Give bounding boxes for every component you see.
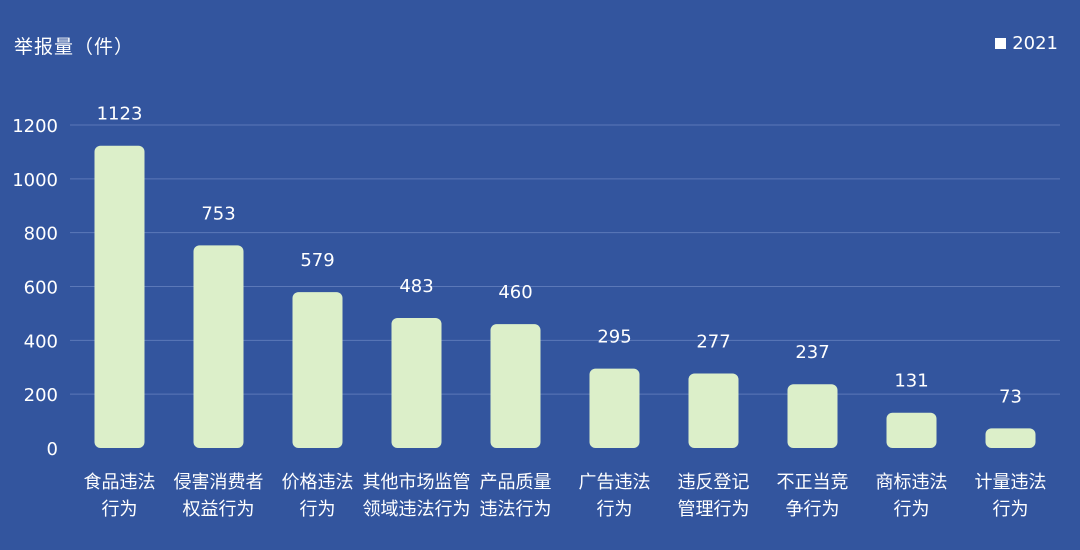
- x-tick-label: 违法行为: [480, 499, 552, 520]
- x-tick-label: 广告违法: [579, 472, 651, 493]
- x-tick-label: 侵害消费者: [174, 472, 264, 493]
- y-tick-label: 1000: [12, 170, 58, 191]
- x-tick-label: 产品质量: [480, 472, 552, 493]
- x-tick-label: 价格违法: [282, 472, 354, 493]
- data-label: 295: [597, 327, 631, 348]
- y-tick-label: 200: [24, 385, 58, 406]
- data-label: 753: [201, 203, 235, 224]
- x-tick-label: 行为: [597, 499, 633, 520]
- data-label: 579: [300, 250, 334, 271]
- bar: [787, 384, 838, 448]
- x-tick-label: 行为: [300, 499, 336, 520]
- data-label: 1123: [97, 104, 143, 125]
- data-label: 73: [999, 386, 1022, 407]
- x-tick-label: 行为: [102, 499, 138, 520]
- data-label: 131: [894, 371, 928, 392]
- x-tick-label: 违反登记: [678, 472, 750, 493]
- x-tick-label: 行为: [894, 499, 930, 520]
- bar: [193, 245, 244, 448]
- bar: [490, 324, 541, 448]
- bar: [688, 373, 739, 448]
- y-axis-title: 举报量（件）: [14, 36, 135, 58]
- bar: [391, 317, 442, 448]
- y-tick-label: 600: [24, 278, 58, 299]
- x-tick-label: 领域违法行为: [363, 499, 471, 520]
- bar: [292, 292, 343, 448]
- data-label: 237: [795, 342, 829, 363]
- legend-label: 2021: [1012, 33, 1058, 54]
- y-tick-label: 1200: [12, 116, 58, 137]
- y-tick-label: 0: [47, 439, 58, 460]
- x-tick-label: 其他市场监管: [363, 472, 471, 493]
- x-tick-label: 商标违法: [876, 472, 948, 493]
- bar: [886, 412, 937, 448]
- data-label: 460: [498, 282, 532, 303]
- data-label: 483: [399, 276, 433, 297]
- legend-swatch: [995, 38, 1007, 49]
- x-tick-label: 食品违法: [84, 472, 156, 493]
- data-label: 277: [696, 331, 730, 352]
- x-tick-label: 不正当竞: [777, 472, 849, 493]
- x-tick-label: 行为: [993, 499, 1029, 520]
- x-tick-label: 争行为: [786, 499, 840, 520]
- x-tick-label: 权益行为: [183, 499, 255, 520]
- x-tick-label: 计量违法: [975, 472, 1047, 493]
- bar: [94, 145, 145, 448]
- y-tick-label: 400: [24, 331, 58, 352]
- bar: [985, 428, 1036, 448]
- x-tick-label: 管理行为: [678, 499, 750, 520]
- legend: 2021: [995, 33, 1058, 54]
- y-tick-label: 800: [24, 224, 58, 245]
- bar: [589, 368, 640, 448]
